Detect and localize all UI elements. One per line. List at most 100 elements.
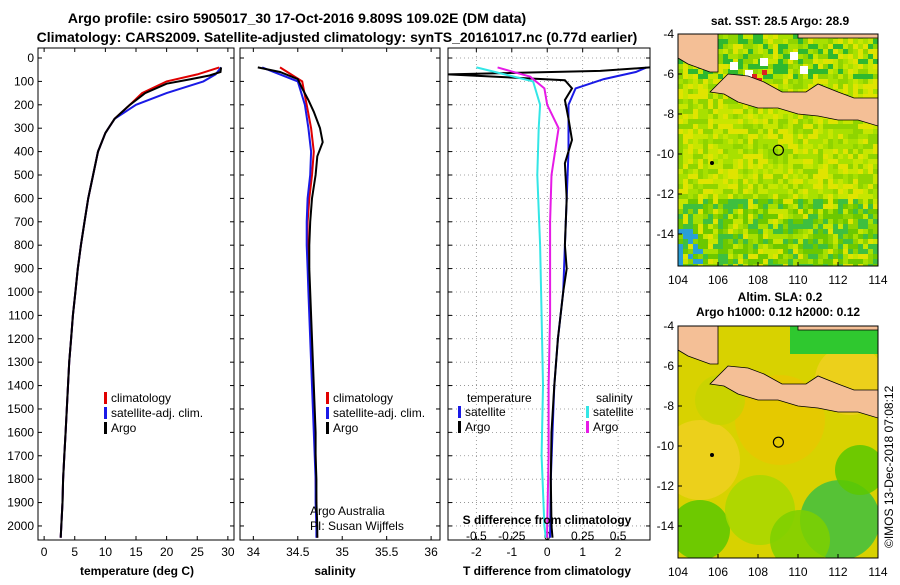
sst-pixel xyxy=(683,209,689,215)
sst-pixel xyxy=(708,104,714,110)
sst-pixel xyxy=(678,144,684,150)
sst-pixel xyxy=(818,229,824,235)
sst-pixel xyxy=(748,219,754,225)
sst-pixel xyxy=(683,64,689,70)
sst-pixel xyxy=(703,204,709,210)
sst-pixel xyxy=(703,84,709,90)
sst-pixel xyxy=(738,234,744,240)
sst-pixel xyxy=(688,229,694,235)
land-north xyxy=(797,34,878,39)
sst-pixel xyxy=(743,144,749,150)
sst-pixel xyxy=(863,189,869,195)
sst-pixel xyxy=(758,119,764,125)
sst-pixel xyxy=(678,254,684,260)
sst-pixel xyxy=(813,54,819,60)
sst-pixel xyxy=(873,49,878,55)
sst-pixel xyxy=(838,149,844,155)
sst-pixel xyxy=(688,154,694,160)
sst-pixel xyxy=(763,34,769,40)
sst-pixel xyxy=(813,69,819,75)
sst-pixel xyxy=(848,244,854,250)
sst-pixel xyxy=(768,209,774,215)
sst-pixel xyxy=(683,104,689,110)
sst-pixel xyxy=(708,264,714,266)
sst-pixel xyxy=(683,134,689,140)
sst-pixel xyxy=(713,139,719,145)
sst-pixel xyxy=(698,244,704,250)
sst-pixel xyxy=(808,74,814,80)
sst-pixel xyxy=(808,159,814,165)
sst-pixel xyxy=(838,59,844,65)
sst-pixel xyxy=(808,244,814,250)
sst-pixel xyxy=(843,209,849,215)
sst-pixel xyxy=(793,259,799,265)
sst-pixel xyxy=(833,234,839,240)
sst-pixel xyxy=(723,154,729,160)
sst-pixel xyxy=(788,259,794,265)
sst-pixel xyxy=(798,159,804,165)
sst-pixel xyxy=(758,34,764,40)
sst-pixel xyxy=(738,244,744,250)
sst-pixel xyxy=(728,39,734,45)
sst-pixel xyxy=(828,139,834,145)
sst-pixel xyxy=(738,154,744,160)
sst-pixel xyxy=(768,34,774,40)
sst-pixel xyxy=(808,234,814,240)
sst-pixel xyxy=(748,214,754,220)
sst-pixel xyxy=(678,229,684,235)
sst-pixel xyxy=(743,244,749,250)
sst-pixel xyxy=(708,79,714,85)
sst-pixel xyxy=(723,164,729,170)
sst-pixel xyxy=(708,99,714,105)
sst-pixel xyxy=(843,129,849,135)
sst-pixel xyxy=(828,204,834,210)
sst-pixel xyxy=(728,154,734,160)
sst-pixel xyxy=(808,44,814,50)
sst-pixel xyxy=(713,124,719,130)
sst-pixel xyxy=(848,49,854,55)
sst-pixel xyxy=(683,219,689,225)
sst-pixel xyxy=(858,179,864,185)
sst-pixel xyxy=(678,244,684,250)
sst-pixel xyxy=(788,234,794,240)
sst-pixel xyxy=(798,149,804,155)
sst-pixel xyxy=(823,159,829,165)
sst-pixel xyxy=(748,169,754,175)
sst-pixel xyxy=(728,49,734,55)
sst-pixel xyxy=(788,239,794,245)
sst-pixel xyxy=(693,169,699,175)
sst-pixel xyxy=(848,229,854,235)
sst-pixel xyxy=(868,159,874,165)
sst-pixel xyxy=(793,219,799,225)
sst-pixel xyxy=(858,49,864,55)
no-data-pixel xyxy=(730,62,738,70)
sst-pixel xyxy=(783,214,789,220)
sst-pixel xyxy=(788,84,794,90)
sst-pixel xyxy=(838,119,844,125)
sst-pixel xyxy=(868,169,874,175)
sst-pixel xyxy=(708,194,714,200)
sst-pixel xyxy=(728,114,734,120)
sst-pixel xyxy=(798,264,804,266)
sst-pixel xyxy=(683,139,689,145)
sst-pixel xyxy=(783,154,789,160)
sst-pixel xyxy=(703,109,709,115)
sst-pixel xyxy=(788,169,794,175)
sst-pixel xyxy=(743,164,749,170)
sst-pixel xyxy=(803,254,809,260)
sst-pixel xyxy=(748,109,754,115)
sst-pixel xyxy=(773,134,779,140)
sst-pixel xyxy=(778,249,784,255)
sst-pixel xyxy=(838,129,844,135)
sst-pixel xyxy=(798,114,804,120)
sst-pixel xyxy=(853,204,859,210)
x-tick-label: 15 xyxy=(129,545,143,559)
sst-pixel xyxy=(728,139,734,145)
sst-pixel xyxy=(763,169,769,175)
sst-pixel xyxy=(798,39,804,45)
map-x-tick-label: 104 xyxy=(668,273,688,287)
sst-pixel xyxy=(823,234,829,240)
sst-pixel xyxy=(688,134,694,140)
sst-pixel xyxy=(758,124,764,130)
sst-pixel xyxy=(763,204,769,210)
